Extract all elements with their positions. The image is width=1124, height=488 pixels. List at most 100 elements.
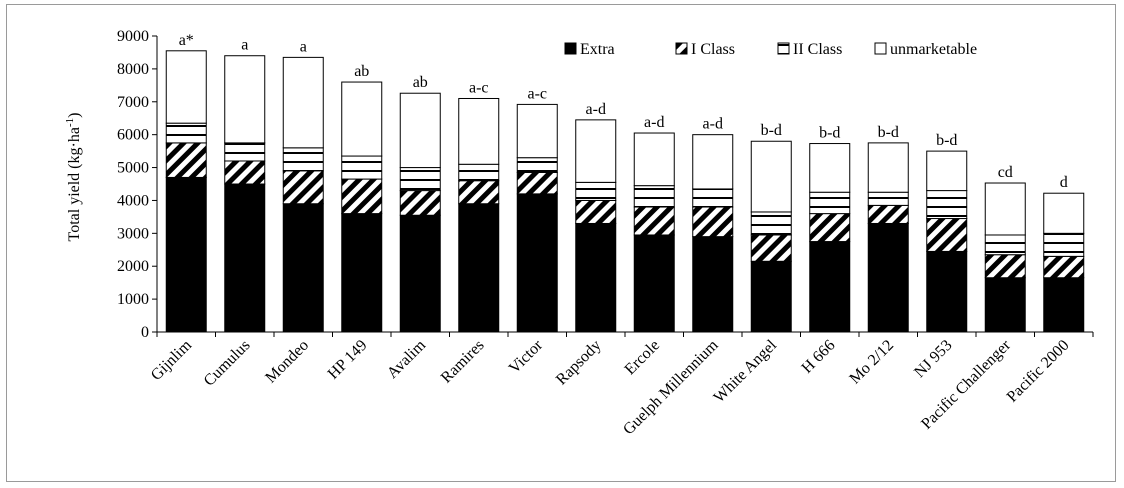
bar-segment-unmarketable: [1043, 192, 1085, 234]
bar-segment-unmarketable: [165, 50, 207, 124]
legend-swatch: [777, 42, 790, 55]
legend-swatch: [874, 42, 887, 55]
legend: Extra I Class II Class unmarketable: [564, 41, 977, 58]
bar-segment-extra: [575, 222, 617, 333]
bar-segment-ii-class: [633, 185, 675, 208]
bar-segment-extra: [984, 277, 1026, 333]
significance-label: a: [241, 37, 248, 54]
significance-label: a*: [179, 32, 194, 49]
significance-label: b-d: [761, 122, 782, 139]
bar-segment-extra: [341, 213, 383, 333]
bar-segment-unmarketable: [516, 103, 558, 159]
x-category-label: HP 149: [325, 337, 371, 383]
bar-segment-i-class: [1043, 255, 1085, 279]
bar-segment-unmarketable: [750, 140, 792, 213]
legend-swatch: [675, 42, 688, 55]
y-tick-label: 9000: [117, 28, 149, 45]
bar-segment-unmarketable: [984, 182, 1026, 236]
bar-segment-extra: [165, 176, 207, 333]
bar-segment-ii-class: [399, 167, 441, 192]
bar-segment-unmarketable: [633, 132, 675, 187]
legend-swatch: [564, 42, 577, 55]
x-category-label: Avalim: [384, 336, 430, 382]
bar-segment-unmarketable: [341, 81, 383, 157]
bar-segment-i-class: [984, 254, 1026, 279]
axes: 0 1000 2000 3000 4000 5000 6000 7000 8000 9000: [117, 28, 1094, 341]
chart-frame: Total yield (kg·ha-1) 0 1000 2000 3000 4000 5…: [6, 4, 1116, 482]
bar-segment-extra: [633, 234, 675, 333]
x-category-label: Mondeo: [262, 337, 312, 387]
bar-segment-extra: [867, 222, 909, 333]
bar-segment-extra: [692, 236, 734, 333]
y-tick-label: 6000: [117, 127, 149, 144]
y-tick-label: 0: [141, 324, 149, 341]
bar-segment-i-class: [867, 204, 909, 224]
bar-segment-i-class: [575, 199, 617, 224]
x-category-label: Victor: [506, 336, 547, 377]
significance-label: b-d: [819, 125, 840, 142]
bar-segment-ii-class: [516, 157, 558, 173]
bar-segment-ii-class: [575, 181, 617, 201]
x-category-label: Mo 2/12: [846, 337, 897, 388]
y-tick-label: 4000: [117, 192, 149, 209]
bar-segment-unmarketable: [809, 143, 851, 193]
bar-segment-unmarketable: [692, 134, 734, 190]
significance-label: a-c: [469, 79, 489, 96]
bar-segment-ii-class: [926, 190, 968, 220]
x-category-label: H 666: [799, 337, 839, 377]
bar-segment-ii-class: [341, 155, 383, 180]
significance-label: b-d: [936, 132, 957, 149]
bar-segment-ii-class: [282, 147, 324, 172]
significance-label: a-d: [644, 114, 664, 131]
bar-segment-ii-class: [1043, 232, 1085, 257]
significance-label: ab: [413, 74, 428, 91]
bar-segment-extra: [750, 260, 792, 333]
y-axis-title-main: Total yield (kg·ha: [66, 127, 83, 241]
y-tick-label: 3000: [117, 225, 149, 242]
x-category-label: Ercole: [622, 337, 664, 379]
bars: [165, 50, 1085, 333]
bar-segment-extra: [926, 250, 968, 333]
legend-label: II Class: [793, 41, 842, 58]
bar-segment-i-class: [750, 234, 792, 262]
bar-segment-extra: [1043, 277, 1085, 333]
bar-segment-extra: [282, 203, 324, 333]
significance-label: cd: [998, 164, 1013, 181]
bar-segment-extra: [399, 214, 441, 333]
bar-segment-unmarketable: [282, 56, 324, 149]
bar-segment-i-class: [282, 170, 324, 205]
bar-segment-unmarketable: [867, 142, 909, 193]
bar-segment-extra: [224, 183, 266, 333]
x-category-label: Cumulus: [201, 337, 254, 390]
bar-segment-i-class: [926, 218, 968, 252]
y-axis-title: Total yield (kg·ha-1): [64, 113, 83, 242]
bar-segment-ii-class: [809, 191, 851, 215]
legend-label: unmarketable: [890, 41, 977, 58]
bar-segment-unmarketable: [575, 119, 617, 183]
significance-label: a-c: [527, 85, 547, 102]
legend-label: Extra: [580, 41, 615, 58]
bar-segment-i-class: [809, 213, 851, 243]
bar-segment-i-class: [633, 206, 675, 236]
bar-segment-unmarketable: [926, 150, 968, 192]
bar-segment-ii-class: [692, 188, 734, 208]
x-category-label: White Angel: [711, 336, 781, 406]
bar-segment-ii-class: [458, 163, 500, 182]
y-tick-label: 5000: [117, 160, 149, 177]
svg-text:Total yield (kg·ha-1): Total yield (kg·ha-1): [64, 113, 83, 242]
bar-segment-ii-class: [224, 142, 266, 162]
y-tick-label: 2000: [117, 258, 149, 275]
bar-segment-i-class: [224, 160, 266, 185]
y-axis-title-superscript: -1: [64, 118, 76, 127]
bar-segment-ii-class: [750, 211, 792, 236]
x-category-label: Ramires: [438, 337, 488, 387]
bar-segment-i-class: [399, 190, 441, 216]
x-category-label: Rapsody: [553, 337, 605, 389]
bar-segment-extra: [809, 241, 851, 333]
bar-segment-extra: [516, 193, 558, 333]
bar-segment-unmarketable: [399, 92, 441, 169]
bar-segment-unmarketable: [458, 97, 500, 165]
bar-segment-i-class: [341, 178, 383, 215]
bar-segment-i-class: [692, 206, 734, 238]
bar-segment-ii-class: [165, 122, 207, 144]
